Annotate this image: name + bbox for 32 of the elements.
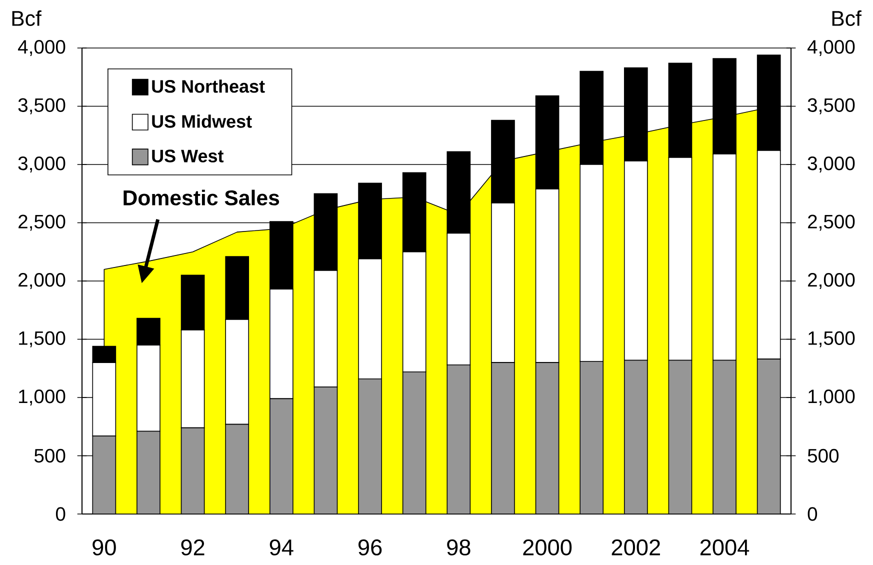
y2-tick-label: 2,000 bbox=[808, 273, 855, 289]
y2-tick-label: 500 bbox=[808, 448, 839, 463]
y-tick-label: 2,000 bbox=[18, 273, 66, 289]
x-tick-label: 96 bbox=[358, 539, 382, 556]
y-tick-label: 0 bbox=[56, 507, 66, 521]
y-tick-label: 4,000 bbox=[18, 40, 66, 56]
y-tick-label: 500 bbox=[34, 448, 66, 463]
legend-label: US West bbox=[152, 150, 224, 162]
legend-label: US Midwest bbox=[152, 114, 252, 128]
y-tick-label: 1,000 bbox=[19, 390, 66, 406]
x-tick-label: 94 bbox=[270, 539, 294, 556]
y2-axis-title: Bcf bbox=[832, 10, 862, 26]
y-tick-label: 3,500 bbox=[18, 98, 66, 114]
y2-tick-label: 2,500 bbox=[808, 214, 855, 231]
x-tick-label: 90 bbox=[92, 539, 116, 556]
x-tick-label: 2004 bbox=[700, 539, 750, 556]
y-tick-label: 1,500 bbox=[19, 331, 66, 348]
legend-label: US Northeast bbox=[152, 80, 265, 93]
y2-tick-label: 4,000 bbox=[808, 40, 855, 56]
x-tick-label: 2002 bbox=[612, 539, 660, 556]
y-tick-label: 3,000 bbox=[18, 156, 66, 172]
x-tick-label: 92 bbox=[181, 539, 204, 556]
x-tick-label: 98 bbox=[447, 539, 470, 556]
x-tick-label: 2000 bbox=[523, 539, 572, 556]
y2-tick-label: 1,500 bbox=[808, 331, 855, 348]
y2-tick-label: 3,000 bbox=[808, 156, 855, 172]
y2-tick-label: 1,000 bbox=[808, 390, 855, 406]
y2-tick-label: 3,500 bbox=[808, 98, 855, 114]
series-label: Domestic Sales bbox=[124, 190, 280, 206]
y-axis-title: Bcf bbox=[12, 10, 42, 26]
y2-tick-label: 0 bbox=[808, 507, 818, 521]
y-tick-label: 2,500 bbox=[18, 214, 66, 231]
